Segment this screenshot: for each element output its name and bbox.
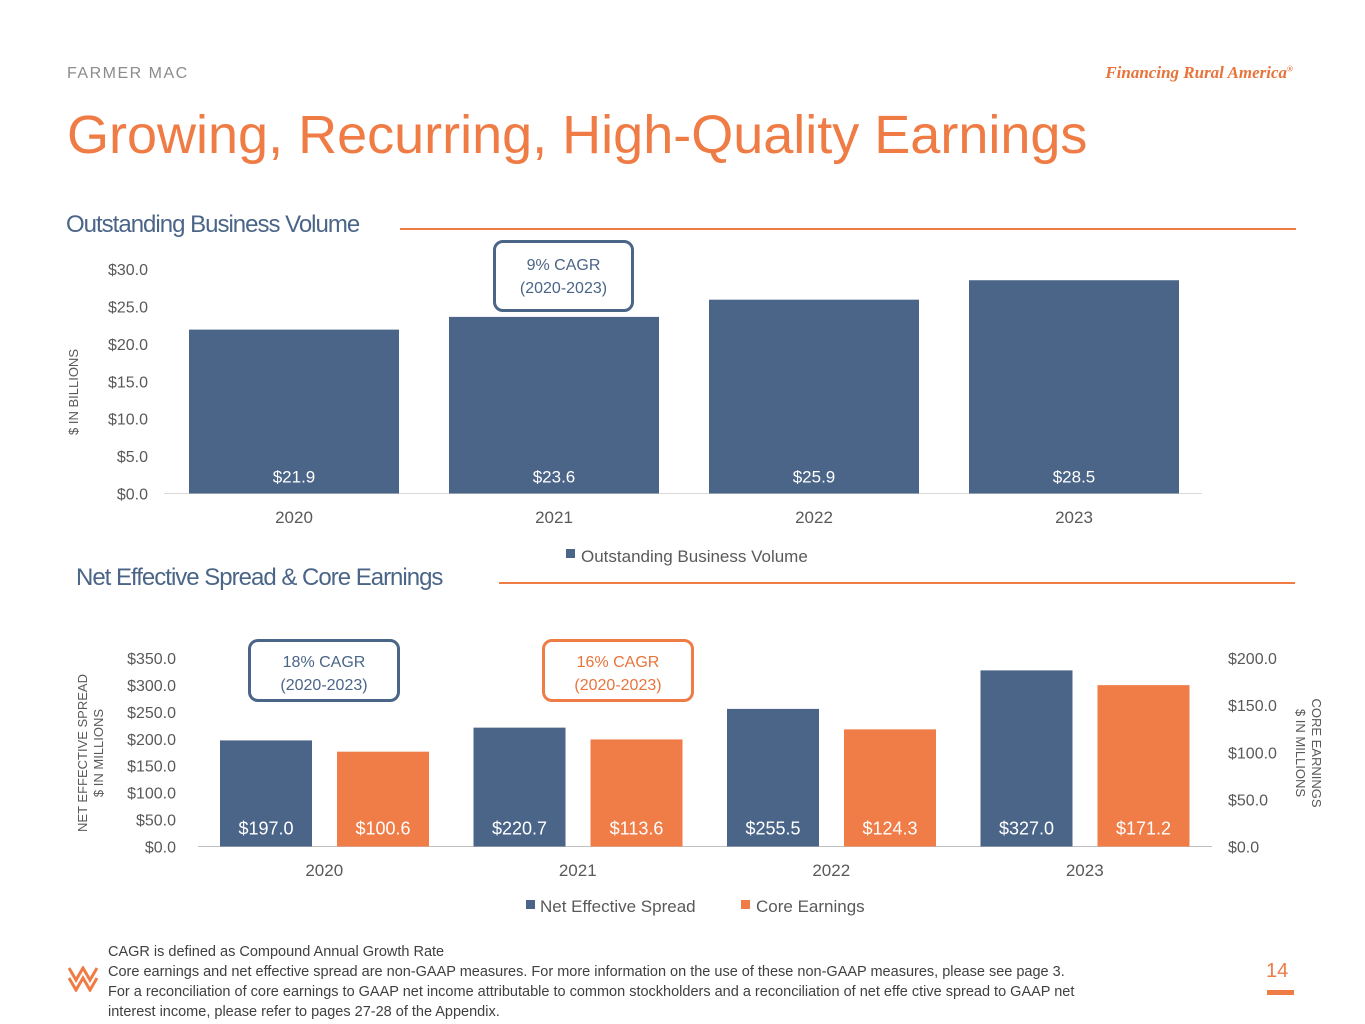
right-y-tick-label: $200.0 [1228,651,1277,668]
right-y-tick-label: $150.0 [1228,698,1277,715]
legend-label-volume: Outstanding Business Volume [581,547,808,566]
y-tick-label: $25.0 [108,299,148,316]
right-y-tick-label: $100.0 [1228,745,1277,762]
y-tick-label: $5.0 [117,449,148,466]
y-tick-label: $15.0 [108,374,148,391]
left-y-tick-label: $50.0 [136,813,176,830]
net-effective-spread-bar [727,708,819,847]
right-y-tick-label: $50.0 [1228,792,1268,809]
legend-swatch-spread [526,900,535,909]
x-tick-label: 2021 [559,861,597,880]
right-y-axis-label-units: $ IN MILLIONS [1293,709,1308,797]
section-rule-spread [499,582,1295,584]
tagline: Financing Rural America® [1105,63,1293,83]
volume-bar [969,280,1179,494]
footnote-line: Core earnings and net effective spread a… [108,964,1065,980]
core-data-label: $124.3 [862,819,917,839]
y-axis-label: $ IN BILLIONS [66,349,81,435]
page-title: Growing, Recurring, High-Quality Earning… [67,105,1088,165]
footnote-line: interest income, please refer to pages 2… [108,1004,500,1020]
x-tick-label: 2020 [305,861,343,880]
farmer-mac-logo-icon [68,966,98,992]
net-effective-spread-bar [220,740,312,847]
volume-cagr-callout: 9% CAGR (2020-2023) [493,240,634,312]
y-tick-label: $0.0 [117,487,148,504]
left-y-tick-label: $300.0 [127,678,176,695]
core-data-label: $113.6 [610,819,664,839]
y-tick-label: $20.0 [108,337,148,354]
left-y-tick-label: $250.0 [127,705,176,722]
spread-cagr-period: (2020-2023) [280,677,368,694]
volume-bar [709,299,919,494]
spread-cagr-rate: 18% CAGR [282,654,366,671]
page-number: 14 [1266,960,1289,982]
volume-cagr-rate: 9% CAGR [526,257,601,274]
volume-data-label: $25.9 [793,468,836,487]
x-tick-label: 2022 [795,508,833,527]
tagline-text: Financing Rural America [1105,63,1288,82]
right-y-axis-label-title: CORE EARNINGS [1309,698,1324,807]
legend-swatch-core [741,900,750,909]
core-earnings-bar [590,739,683,847]
legend-label-core: Core Earnings [756,897,865,916]
volume-bar [449,316,659,494]
core-earnings-bar [844,729,936,847]
left-y-axis-label-units: $ IN MILLIONS [91,709,106,797]
x-tick-label: 2021 [535,508,573,527]
x-tick-label: 2023 [1055,508,1093,527]
x-tick-label: 2023 [1066,861,1104,880]
left-y-tick-label: $150.0 [127,759,176,776]
core-cagr-period: (2020-2023) [574,677,662,694]
spread-data-label: $255.5 [745,819,800,839]
registered-mark: ® [1287,64,1293,74]
volume-cagr-period: (2020-2023) [519,280,608,297]
core-earnings-bar [337,751,429,847]
core-data-label: $100.6 [355,819,410,839]
footnote-line: For a reconciliation of core earnings to… [108,984,1075,1000]
section-title-spread: Net Effective Spread & Core Earnings [76,564,447,592]
left-y-tick-label: $350.0 [127,651,176,668]
y-tick-label: $30.0 [108,262,148,279]
footnote-line: CAGR is defined as Compound Annual Growt… [108,944,445,960]
volume-data-label: $28.5 [1053,468,1096,487]
volume-data-label: $21.9 [273,468,316,487]
page-number-bar [1267,990,1294,995]
spread-cagr-callout: 18% CAGR (2020-2023) [248,639,400,702]
spread-data-label: $220.7 [492,819,547,839]
right-y-tick-label: $0.0 [1228,840,1259,857]
y-tick-label: $10.0 [108,412,148,429]
spread-data-label: $327.0 [999,819,1054,839]
volume-bar [189,329,399,494]
legend-swatch-volume [566,549,575,558]
core-data-label: $171.2 [1116,819,1171,839]
left-y-axis-label-title: NET EFFECTIVE SPREAD [75,674,90,832]
core-cagr-rate: 16% CAGR [576,654,660,671]
legend-label-spread: Net Effective Spread [540,897,696,916]
x-tick-label: 2020 [275,508,313,527]
section-rule-volume [400,228,1296,230]
x-tick-label: 2022 [812,861,850,880]
net-effective-spread-bar [473,727,566,847]
volume-bar-chart: $0.0 $5.0 $10.0 $15.0 $20.0 $25.0 $30.0 $21.9 $… [66,262,1202,566]
left-y-tick-label: $0.0 [145,840,176,857]
left-y-tick-label: $200.0 [127,732,176,749]
core-cagr-callout: 16% CAGR (2020-2023) [542,639,694,702]
brand-name: FARMER MAC [67,65,189,82]
footnotes: CAGR is defined as Compound Annual Growt… [108,942,1248,1022]
net-effective-spread-bar [980,670,1073,847]
spread-earnings-bar-chart: $0.0 $50.0 $100.0 $150.0 $200.0 $250.0 $300.0 $… [75,651,1324,916]
volume-data-label: $23.6 [533,468,576,487]
left-y-tick-label: $100.0 [127,786,176,803]
core-earnings-bar [1097,685,1190,847]
section-title-volume: Outstanding Business Volume [66,211,364,239]
spread-data-label: $197.0 [238,819,293,839]
